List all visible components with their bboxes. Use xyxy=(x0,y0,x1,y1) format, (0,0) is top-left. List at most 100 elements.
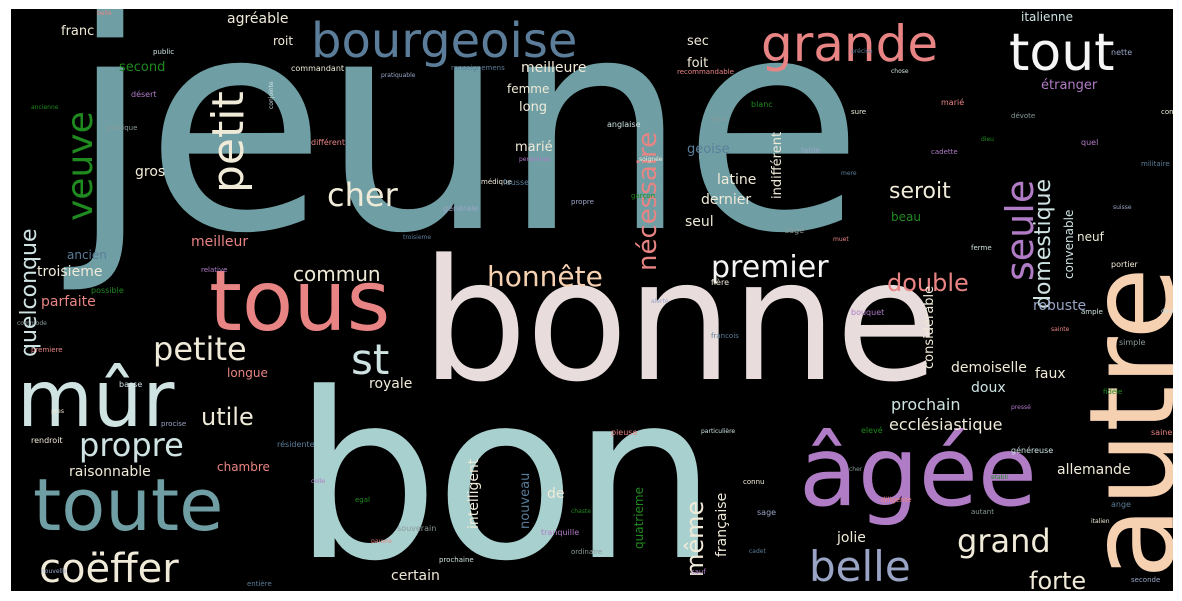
word-small: pratiquable xyxy=(381,72,416,79)
word-small: muet xyxy=(833,236,849,243)
word-honnete: honnête xyxy=(487,260,603,293)
word-bon: bon xyxy=(293,345,717,592)
word-small: dieu xyxy=(981,136,994,143)
word-meme: même xyxy=(681,500,709,577)
word-mur: mûr xyxy=(17,355,175,445)
word-utile: utile xyxy=(201,403,254,431)
word-small: possible xyxy=(91,286,124,295)
word-small: ferme xyxy=(971,244,992,252)
word-agee: âgée xyxy=(799,416,1037,528)
word-commun: commun xyxy=(293,262,381,286)
word-small: quel xyxy=(1081,138,1099,147)
word-doux: doux xyxy=(971,380,1006,396)
word-small: etabli xyxy=(991,474,1008,481)
word-intelligent: intelligent xyxy=(466,458,482,529)
word-neuf: neuf xyxy=(1077,230,1104,244)
word-premier: premier xyxy=(711,250,829,285)
word-long: long xyxy=(519,100,548,115)
word-small: pauvre xyxy=(371,538,392,545)
word-small: cher xyxy=(849,466,863,473)
word-grande: grande xyxy=(761,15,939,73)
word-small: celle xyxy=(311,478,326,485)
word-small: sainte xyxy=(1051,326,1070,333)
word-small: alerte xyxy=(651,298,669,305)
word-prochain: prochain xyxy=(891,395,961,414)
word-small: précise xyxy=(851,48,873,55)
word-meilleur: meilleur xyxy=(191,234,249,250)
word-cher: cher xyxy=(327,176,398,214)
word-de: de xyxy=(547,486,565,502)
word-small: troisieme xyxy=(403,234,432,241)
word-faux: faux xyxy=(1035,366,1066,382)
word-belle: belle xyxy=(809,542,911,591)
word-small: ange xyxy=(1111,500,1131,509)
word-coeffer: coëffer xyxy=(39,546,179,591)
word-small: ample xyxy=(1081,308,1103,316)
word-femme: femme xyxy=(507,82,550,96)
word-veuve: veuve xyxy=(60,111,101,221)
word-foit: foit xyxy=(687,56,709,71)
word-small: personnes xyxy=(519,156,551,163)
word-small: commode xyxy=(17,320,47,327)
word-small: particulière xyxy=(701,428,736,435)
word-small: chose xyxy=(891,68,909,75)
word-franc: franc xyxy=(61,24,95,39)
word-nouveau: nouveau xyxy=(518,472,533,529)
word-small: militaire xyxy=(1141,160,1170,168)
word-small: pressé xyxy=(1011,404,1031,411)
word-beau: beau xyxy=(891,210,921,224)
word-small: conjointe xyxy=(268,81,275,109)
word-small: relative xyxy=(201,266,228,274)
word-small: belle xyxy=(97,10,112,17)
word-royale: royale xyxy=(369,376,413,392)
word-small: ordinaire xyxy=(571,548,603,556)
word-small: publique xyxy=(107,124,138,132)
word-small: procise xyxy=(161,420,187,428)
word-small: sure xyxy=(851,108,867,116)
word-small: anglaise xyxy=(607,120,641,129)
word-small: différent xyxy=(311,138,345,147)
word-small: cadette xyxy=(931,148,958,156)
word-small: autant xyxy=(971,508,994,516)
word-ecclesiastique: ecclésiastique xyxy=(889,415,1003,434)
word-petit: petit xyxy=(203,91,254,193)
word-small: propre xyxy=(571,198,594,206)
word-small: ancienne xyxy=(31,104,59,111)
word-small: suisse xyxy=(1113,204,1132,211)
word-quelconque: quelconque xyxy=(17,228,42,358)
word-ancien: ancien xyxy=(67,248,107,262)
word-small: public xyxy=(153,48,175,56)
word-small: basse xyxy=(119,380,143,389)
word-robuste: robuste xyxy=(1033,298,1087,314)
word-small: généreuse xyxy=(1011,446,1054,455)
word-st: st xyxy=(351,335,390,384)
word-forte: forte xyxy=(1029,567,1087,591)
word-small: connu xyxy=(743,478,765,486)
word-second: second xyxy=(119,60,166,75)
word-small: nette xyxy=(1111,48,1133,57)
word-double: double xyxy=(887,269,969,297)
word-geoise: geoise xyxy=(687,142,730,157)
word-small: renseignemens xyxy=(451,64,505,72)
word-jeune: jeune xyxy=(69,9,864,298)
word-small: fidèle xyxy=(1103,388,1123,396)
word-troisieme: troisieme xyxy=(37,264,103,280)
word-small: souverain xyxy=(397,524,437,533)
word-small: seconde xyxy=(1131,576,1161,584)
word-francaise: française xyxy=(714,492,730,557)
word-small: sage xyxy=(785,226,805,235)
word-chambre: chambre xyxy=(217,460,270,474)
word-small: pieuse xyxy=(611,428,638,437)
word-propre: propre xyxy=(79,426,184,464)
word-small: fausse xyxy=(503,178,530,187)
word-latine: latine xyxy=(717,172,757,188)
word-small: prochaine xyxy=(439,556,474,564)
word-small: tranquille xyxy=(541,528,580,537)
word-small: commune xyxy=(1161,108,1173,116)
word-small: entière xyxy=(247,580,272,588)
word-small: cadet xyxy=(749,548,766,555)
word-toute: toute xyxy=(33,463,224,547)
word-convenable: convenable xyxy=(1062,209,1076,279)
word-dernier: dernier xyxy=(701,192,752,208)
word-small: chaste xyxy=(571,508,591,515)
